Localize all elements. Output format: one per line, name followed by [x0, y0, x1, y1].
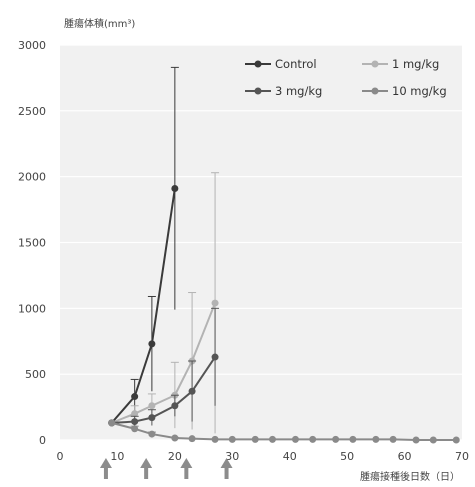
data-point [131, 393, 139, 401]
series [108, 66, 460, 444]
x-tick-label: 60 [398, 450, 412, 463]
data-point [171, 434, 179, 442]
data-point [372, 435, 380, 443]
arrow-shaft [103, 468, 108, 479]
data-point [148, 414, 156, 422]
series-line [111, 356, 216, 424]
arrow-shaft [224, 468, 229, 479]
data-point [211, 353, 219, 361]
data-point [429, 436, 437, 444]
y-tick-label: 1500 [18, 237, 46, 250]
legend-item: 10 mg/kg [362, 84, 447, 98]
x-tick-labels: 0 10 20 30 40 50 60 70 [57, 450, 470, 463]
data-point [131, 418, 139, 426]
data-point [332, 435, 340, 443]
x-tick-label: 20 [168, 450, 182, 463]
x-axis-label: 腫瘍接種後日数（日） [360, 470, 460, 483]
y-tick-label: 0 [39, 434, 46, 447]
data-point [211, 299, 219, 307]
series-line [111, 421, 457, 441]
grid-lines [60, 44, 462, 441]
legend-marker [371, 87, 379, 95]
data-point [412, 436, 420, 444]
legend-marker [371, 60, 379, 68]
legend: Control 1 mg/kg 3 mg/kg 10 mg/kg [245, 57, 447, 98]
data-point [251, 435, 259, 443]
arrow-head [140, 458, 153, 468]
x-tick-label: 10 [110, 450, 124, 463]
legend-item: 1 mg/kg [362, 57, 439, 71]
legend-marker [254, 87, 262, 95]
data-point [131, 410, 139, 418]
legend-label: 1 mg/kg [392, 57, 439, 71]
y-tick-label: 2000 [18, 171, 46, 184]
data-point [148, 340, 156, 348]
data-point [268, 435, 276, 443]
dosing-arrows [99, 458, 233, 479]
x-tick-label: 0 [57, 450, 64, 463]
x-tick-label: 40 [283, 450, 297, 463]
data-point [349, 435, 357, 443]
data-point [108, 419, 116, 427]
series-3-mg-kg [108, 307, 220, 427]
arrow-head [99, 458, 112, 468]
y-tick-label: 3000 [18, 39, 46, 52]
data-point [389, 435, 397, 443]
arrow-head [180, 458, 193, 468]
data-point [148, 402, 156, 410]
data-point [291, 435, 299, 443]
y-tick-labels: 0 500 1000 1500 2000 2500 3000 [18, 39, 46, 447]
arrow-up-icon [99, 458, 112, 479]
x-tick-label: 30 [225, 450, 239, 463]
data-point [211, 435, 219, 443]
arrow-up-icon [180, 458, 193, 479]
data-point [452, 436, 460, 444]
legend-label: 10 mg/kg [392, 84, 447, 98]
data-point [188, 387, 196, 395]
arrow-up-icon [140, 458, 153, 479]
data-point [188, 435, 196, 443]
data-point [131, 425, 139, 433]
y-tick-label: 500 [25, 368, 46, 381]
y-axis-label: 腫瘍体積(mm³) [64, 17, 135, 30]
arrow-up-icon [220, 458, 233, 479]
legend-marker [254, 60, 262, 68]
y-tick-label: 1000 [18, 302, 46, 315]
data-point [148, 430, 156, 438]
series-line [110, 188, 176, 424]
data-point [228, 435, 236, 443]
x-tick-label: 70 [455, 450, 469, 463]
data-point [309, 435, 317, 443]
arrow-shaft [144, 468, 149, 479]
legend-item: Control [245, 57, 317, 71]
legend-label: 3 mg/kg [275, 84, 322, 98]
y-tick-label: 2500 [18, 105, 46, 118]
arrow-shaft [184, 468, 189, 479]
x-tick-label: 50 [340, 450, 354, 463]
data-point [171, 185, 179, 193]
data-point [171, 402, 179, 410]
arrow-head [220, 458, 233, 468]
legend-label: Control [275, 57, 317, 71]
series-10-mg-kg [108, 419, 460, 444]
legend-item: 3 mg/kg [245, 84, 322, 98]
series-line [111, 302, 216, 424]
